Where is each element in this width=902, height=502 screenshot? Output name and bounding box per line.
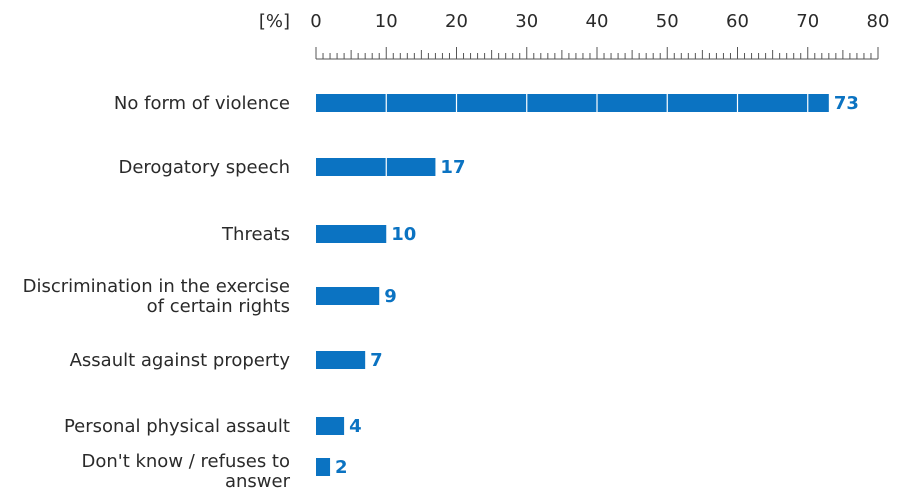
bar — [316, 458, 331, 476]
x-tick-label: 0 — [310, 11, 321, 32]
category-label: Assault against property — [70, 350, 291, 371]
x-tick-label: 60 — [726, 11, 749, 32]
bar — [316, 94, 829, 112]
value-label: 17 — [440, 157, 465, 178]
value-label: 2 — [335, 457, 348, 478]
x-tick-label: 20 — [445, 11, 468, 32]
category-label: Don't know / refuses to — [81, 451, 290, 472]
unit-label: [%] — [259, 11, 290, 32]
x-axis: 0 10 20 30 40 50 60 70 80 — [310, 11, 890, 60]
bar — [316, 225, 387, 243]
x-tick-label: 70 — [796, 11, 819, 32]
value-labels: 73 17 10 9 7 42 — [335, 93, 859, 478]
category-label: of certain rights — [147, 296, 290, 317]
category-label: answer — [225, 471, 291, 492]
category-label: Derogatory speech — [118, 157, 290, 178]
bar — [316, 417, 345, 435]
x-tick-label: 40 — [586, 11, 609, 32]
value-label: 7 — [370, 350, 383, 371]
category-label: Discrimination in the exercise — [23, 276, 290, 297]
bars-group — [316, 94, 829, 476]
x-tick-label: 50 — [656, 11, 679, 32]
value-label: 9 — [384, 286, 397, 307]
bar — [316, 351, 366, 369]
value-label: 73 — [834, 93, 859, 114]
category-label: No form of violence — [114, 93, 290, 114]
category-labels: No form of violence Derogatory speech Thre… — [23, 93, 291, 492]
x-tick-label: 80 — [867, 11, 890, 32]
bar — [316, 158, 436, 176]
x-tick-label: 10 — [375, 11, 398, 32]
value-label: 10 — [391, 224, 416, 245]
x-tick-label: 30 — [515, 11, 538, 32]
bar — [316, 287, 380, 305]
category-label: Personal physical assault — [64, 416, 290, 437]
category-label: Threats — [221, 224, 290, 245]
value-label: 4 — [349, 416, 362, 437]
